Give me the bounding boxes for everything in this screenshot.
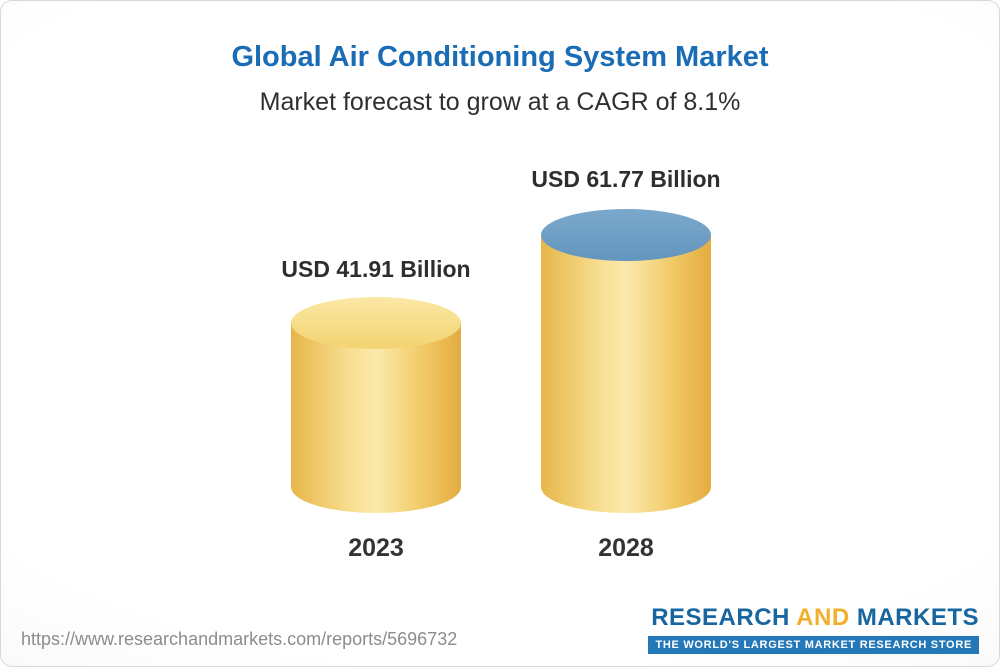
year-label-2028: 2028 [598,534,654,562]
research-and-markets-logo: RESEARCH AND MARKETS THE WORLD'S LARGEST… [648,604,979,654]
logo-word-research: RESEARCH [651,604,790,631]
value-label-2023: USD 41.91 Billion [281,256,471,282]
logo-word-and: AND [796,604,850,631]
logo-word-markets: MARKETS [856,604,979,631]
year-label-2023: 2023 [348,534,404,562]
value-label-2028: USD 61.77 Billion [531,166,721,192]
bar-2023-body [291,323,461,513]
chart-title: Global Air Conditioning System Market [231,41,769,73]
report-url-link[interactable]: https://www.researchandmarkets.com/repor… [21,629,458,649]
bar-2028-base-segment [541,235,711,513]
bar-2028 [541,209,711,513]
bar-2023 [291,297,461,513]
logo-tagline: THE WORLD'S LARGEST MARKET RESEARCH STOR… [648,636,979,654]
logo-wordmark: RESEARCH AND MARKETS [648,604,979,632]
bar-2028-top-ellipse [541,209,711,261]
chart-subtitle: Market forecast to grow at a CAGR of 8.1… [259,88,741,116]
bar-2023-top-ellipse [291,297,461,349]
